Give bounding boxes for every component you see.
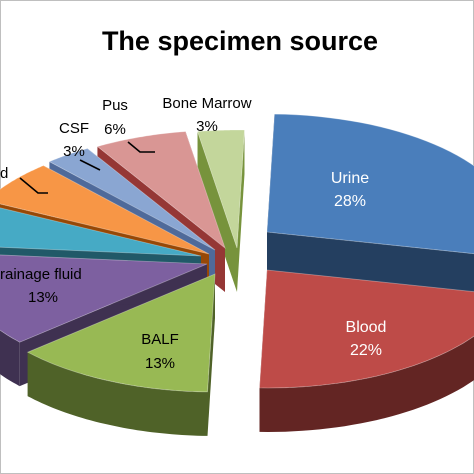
pie-slice-balf	[26, 273, 216, 436]
pie-slice-top	[0, 207, 202, 257]
pie-slice-top	[196, 129, 245, 249]
pie-slice-bone-marrow	[196, 129, 245, 292]
slice-label-sputum-name: d	[0, 165, 8, 182]
pie-slices	[0, 113, 474, 436]
pie-slice-side	[259, 336, 474, 432]
pie-slice-top	[96, 131, 226, 250]
pie-slice-wall	[237, 130, 245, 292]
slice-label-drainage-name: rainage fluid	[0, 266, 82, 283]
slice-label-pus-name: Pus	[102, 97, 128, 114]
leader-line-pus	[127, 141, 155, 153]
leader-line-csf	[79, 159, 101, 171]
pie-slice-top	[0, 165, 210, 255]
slice-label-marrow-name: Bone Marrow	[162, 95, 251, 112]
slice-label-balf-value: 13%	[145, 355, 175, 372]
pie-slice-top	[266, 113, 474, 255]
slice-label-marrow-value: 3%	[196, 118, 218, 135]
slice-label-urine-value: 28%	[334, 193, 366, 210]
pie-slice-side	[0, 330, 20, 387]
slice-label-csf-value: 3%	[63, 143, 85, 160]
pie-slice-blood	[259, 269, 474, 432]
slice-label-drainage-value: 13%	[28, 289, 58, 306]
pie-slice-urine	[266, 113, 474, 298]
slice-label-urine-name: Urine	[331, 170, 369, 187]
pie-slice-top	[26, 273, 216, 393]
pie-slice-top	[0, 254, 208, 343]
pie-slice-top	[48, 148, 216, 251]
slice-label-blood-name: Blood	[346, 319, 387, 336]
pie-slice-wall	[197, 131, 237, 292]
pie-slice-side	[27, 352, 208, 436]
pie-slice-top	[259, 269, 474, 389]
leader-line-sputum	[19, 177, 48, 194]
slice-label-balf-name: BALF	[141, 331, 179, 348]
chart-title: The specimen source	[102, 26, 378, 56]
slice-label-pus-value: 6%	[104, 121, 126, 138]
slice-label-csf-name: CSF	[59, 120, 89, 137]
slice-label-blood-value: 22%	[350, 342, 382, 359]
leader-lines	[19, 141, 155, 194]
